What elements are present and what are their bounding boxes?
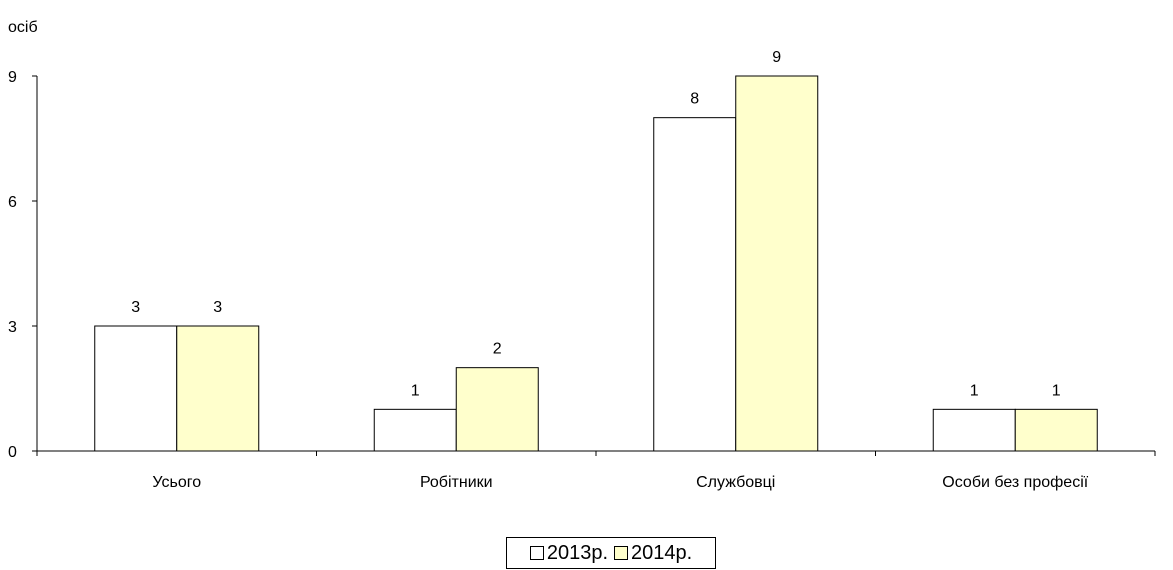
- y-axis: 0 3 6 9: [8, 69, 38, 461]
- legend-label-2013: 2013р.: [546, 541, 608, 564]
- y-tick-label: 0: [8, 444, 17, 461]
- chart: осіб 0 3 6 9 3 3 1 2 8 9 1 1 Усього Робітники Службо…: [8, 19, 1156, 491]
- data-label: 1: [411, 382, 420, 399]
- data-label: 3: [213, 299, 222, 316]
- data-label: 3: [131, 299, 140, 316]
- y-axis-unit-label: осіб: [8, 19, 38, 36]
- data-label: 1: [970, 382, 979, 399]
- category-label: Робітники: [420, 474, 493, 491]
- bar-2013: [373, 408, 457, 452]
- legend-swatch-2013: [529, 546, 544, 560]
- bar-2014: [735, 75, 819, 452]
- data-label: 1: [1052, 382, 1061, 399]
- bars: [94, 75, 1098, 452]
- legend-item-2013: 2013р.: [529, 541, 608, 565]
- category-labels: Усього Робітники Службовці Особи без профес…: [152, 474, 1088, 491]
- bar-2013: [932, 408, 1016, 452]
- data-label: 2: [493, 341, 502, 358]
- bar-2014: [455, 367, 539, 452]
- y-tick-label: 6: [8, 194, 17, 211]
- category-label: Особи без професії: [942, 474, 1088, 491]
- bar-2014: [176, 325, 260, 452]
- category-label: Усього: [152, 474, 201, 491]
- bar-2013: [94, 325, 178, 452]
- data-label: 9: [772, 49, 781, 66]
- bar-2013: [653, 117, 737, 452]
- bar-2014: [1014, 408, 1098, 452]
- data-label: 8: [690, 91, 699, 108]
- legend: 2013р. 2014р.: [506, 537, 716, 569]
- y-tick-label: 3: [8, 319, 17, 336]
- category-label: Службовці: [696, 474, 775, 491]
- legend-swatch-2014: [614, 546, 628, 560]
- x-axis: [36, 450, 1156, 456]
- legend-label-2014: 2014р.: [631, 541, 693, 564]
- y-tick-label: 9: [8, 69, 17, 86]
- legend-item-2014: 2014р.: [614, 542, 692, 565]
- data-labels: 3 3 1 2 8 9 1 1: [131, 49, 1061, 399]
